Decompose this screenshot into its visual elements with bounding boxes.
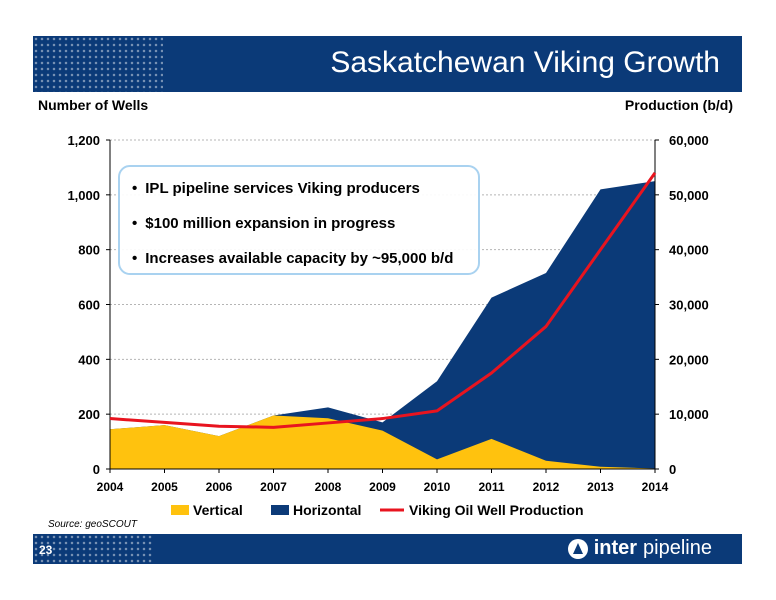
legend: Vertical Horizontal Viking Oil Well Produc… [171,502,584,518]
x-tick-label: 2008 [315,480,342,494]
x-tick-label: 2014 [642,480,669,494]
footer-bar: 23 inter pipeline [33,528,742,564]
y-tick-label-left: 600 [78,298,100,313]
legend-swatch-horizontal [271,505,289,515]
callout-box: IPL pipeline services Viking producers $… [118,165,480,275]
legend-label-horizontal: Horizontal [293,502,361,518]
y-tick-label-right: 20,000 [669,352,709,367]
line-layer [109,172,657,429]
y-axis-right-title: Production (b/d) [625,97,733,113]
logo-text-regular: pipeline [643,537,712,559]
y-ticks-right: 0 10,000 20,000 30,000 40,000 50,000 60,000 [669,133,709,477]
y-tick-label-right: 30,000 [669,298,709,313]
series-vertical-area [110,415,655,469]
axes [106,139,659,473]
page-number: 23 [39,543,53,557]
company-logo: inter pipeline [567,537,712,560]
y-tick-label-left: 400 [78,352,100,367]
y-tick-label-left: 1,200 [67,133,100,148]
x-tick-label: 2012 [533,480,560,494]
callout-bullet: IPL pipeline services Viking producers [132,175,466,210]
slide-title: Saskatchewan Viking Growth [330,46,720,79]
x-tick-label: 2013 [587,480,614,494]
y-tick-label-right: 10,000 [669,407,709,422]
inter-pipeline-logo-icon [567,538,588,559]
callout-bullet: $100 million expansion in progress [132,210,466,245]
x-tick-label: 2010 [424,480,451,494]
x-tick-label: 2007 [260,480,287,494]
source-note: Source: geoSCOUT [48,519,137,530]
x-tick-label: 2004 [97,480,124,494]
y-tick-label-right: 60,000 [669,133,709,148]
x-tick-label: 2009 [369,480,396,494]
y-tick-label-right: 40,000 [669,243,709,258]
x-tick-label: 2006 [206,480,233,494]
y-tick-label-right: 50,000 [669,188,709,203]
legend-swatch-vertical [171,505,189,515]
series-horizontal-area [110,181,655,469]
y-tick-label-left: 0 [93,462,100,477]
legend-label-vertical: Vertical [193,502,243,518]
callout-bullet: Increases available capacity by ~95,000 … [132,245,466,280]
x-ticks: 2004 2005 2006 2007 2008 2009 2010 2011 2012 2013… [97,480,669,494]
y-ticks-left: 0 200 400 600 800 1,000 1,200 [67,133,100,477]
y-tick-label-right: 0 [669,462,676,477]
area-layer [110,181,655,469]
legend-label-production: Viking Oil Well Production [409,502,584,518]
y-axis-left-title: Number of Wells [38,97,148,113]
series-production-line [109,172,657,429]
logo-text-bold: inter [593,537,638,559]
x-tick-label: 2011 [478,480,504,494]
y-tick-label-left: 800 [78,243,100,258]
y-tick-label-left: 200 [78,407,100,422]
title-bar: Saskatchewan Viking Growth [33,36,742,92]
dot-pattern-decoration [33,36,163,92]
x-tick-label: 2005 [151,480,178,494]
dot-pattern-decoration [33,528,153,564]
y-tick-label-left: 1,000 [67,188,100,203]
